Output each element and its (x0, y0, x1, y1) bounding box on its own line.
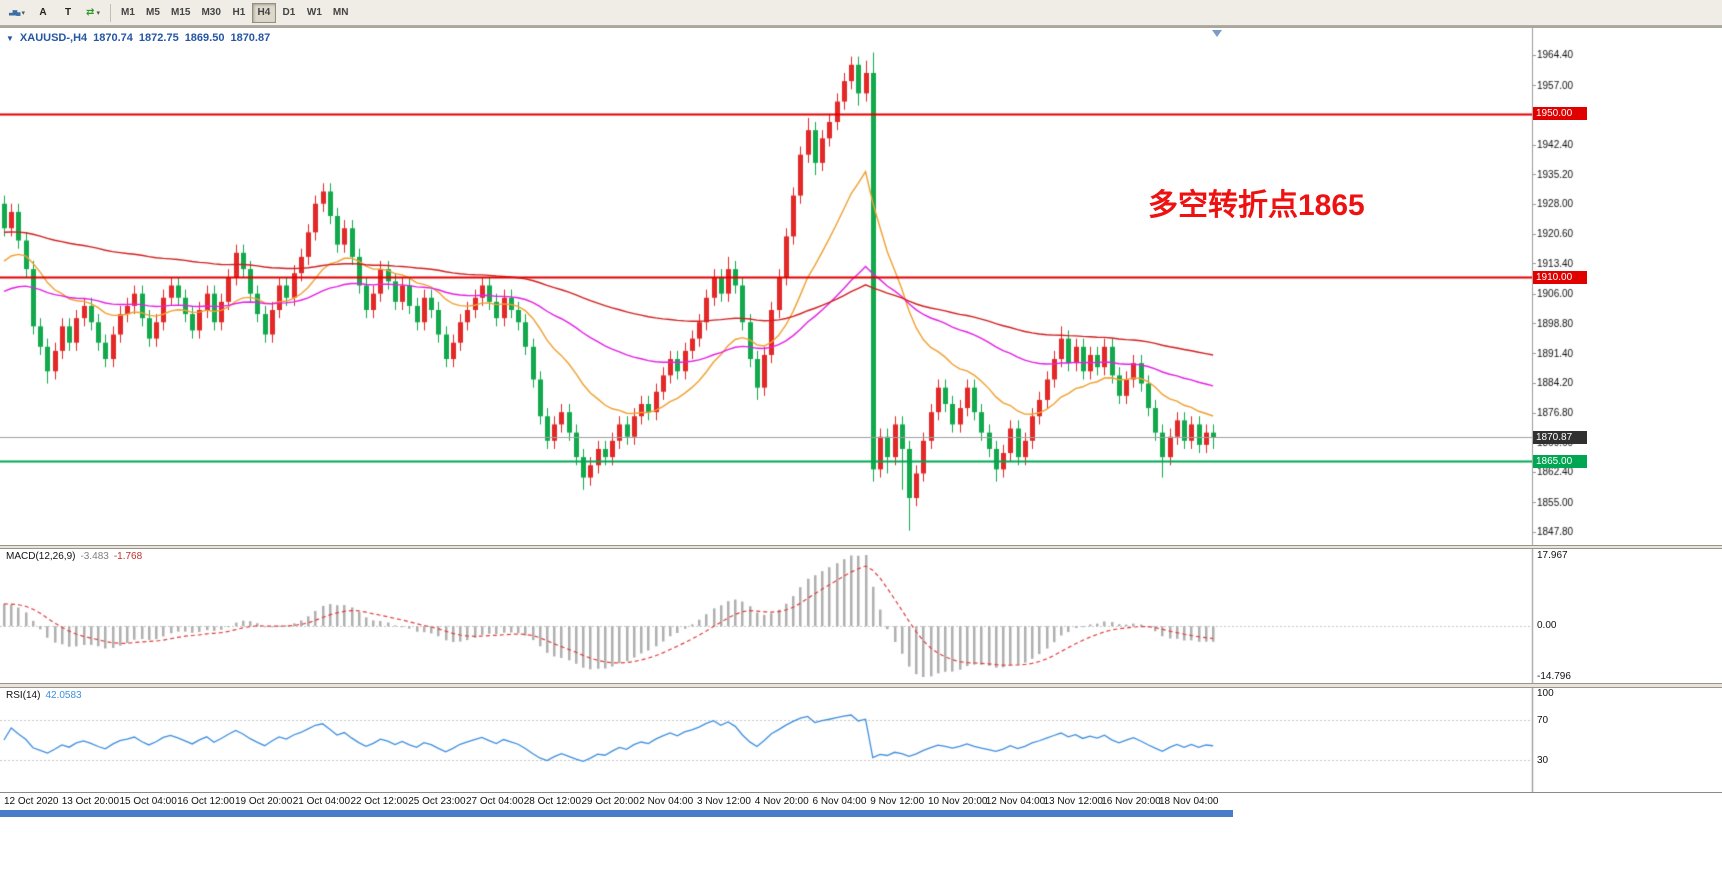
time-label: 6 Nov 04:00 (812, 796, 867, 807)
time-label: 28 Oct 12:00 (523, 796, 582, 807)
time-label: 12 Nov 04:00 (985, 796, 1046, 807)
time-label: 27 Oct 04:00 (466, 796, 524, 807)
rsi-label: RSI(14) 42.0583 (6, 690, 87, 701)
macd-scale-label: -14.796 (1537, 671, 1571, 682)
rsi-scale-label: 70 (1537, 715, 1549, 727)
scrollbar-track (0, 810, 1722, 817)
time-label: 16 Oct 12:00 (177, 796, 235, 807)
window-bottom (0, 817, 1722, 896)
time-label: 3 Nov 12:00 (697, 796, 751, 807)
rsi-value: 42.0583 (45, 690, 82, 701)
cycle-arrows-icon: ⇄ (86, 7, 95, 18)
price-badge-1870.87: 1870.87 (1533, 430, 1587, 444)
macd-main-value: -3.483 (80, 551, 109, 562)
symbol-dropdown-icon[interactable]: ▼ (6, 33, 14, 43)
price-badge-1950.00: 1950.00 (1533, 107, 1587, 121)
price-badge-1910.00: 1910.00 (1533, 270, 1587, 284)
ohlc-close: 1870.87 (230, 32, 271, 44)
time-label: 10 Nov 20:00 (928, 796, 988, 807)
cycle-arrows-button[interactable]: ⇄ ▾ (81, 3, 105, 23)
macd-name: MACD(12,26,9) (6, 551, 76, 562)
rsi-name: RSI(14) (6, 690, 41, 701)
toolbar-icons-group: ▃▆▄ ▾ A T ⇄ ▾ (4, 3, 105, 23)
timeframe-button-d1[interactable]: D1 (282, 7, 296, 18)
symbol-name: XAUUSD-,H4 (19, 32, 88, 44)
label-a-button[interactable]: A (31, 3, 55, 23)
rsi-scale-label: 100 (1537, 688, 1554, 699)
rsi-scale-label: 30 (1537, 754, 1549, 766)
time-label: 2 Nov 04:00 (639, 796, 694, 807)
ohlc-open: 1870.74 (93, 32, 133, 44)
toolbar-separator (110, 3, 111, 22)
chart-annotation: 多空转折点1865 (1148, 189, 1365, 222)
ohlc-low: 1869.50 (184, 32, 225, 44)
horizontal-scrollbar[interactable] (0, 810, 1233, 817)
time-label: 13 Oct 20:00 (61, 796, 120, 807)
macd-scale-label: 0.00 (1537, 620, 1557, 632)
chevron-down-icon: ▾ (96, 9, 100, 17)
timeframe-button-m5[interactable]: M5 (146, 7, 160, 18)
timeframe-button-h4[interactable]: H4 (251, 2, 276, 23)
time-label: 4 Nov 20:00 (754, 796, 809, 807)
time-label: 29 Oct 20:00 (581, 796, 639, 807)
macd-label: MACD(12,26,9) -3.483 -1.768 (6, 551, 147, 562)
chart-window: ▼ XAUUSD-,H4 1870.74 1872.75 1869.50 187… (0, 26, 1722, 896)
price-chart-panel: ▼ XAUUSD-,H4 1870.74 1872.75 1869.50 187… (0, 28, 1722, 545)
ohlc-high: 1872.75 (138, 32, 179, 44)
macd-chart-canvas[interactable] (0, 549, 1722, 683)
price-chart-canvas[interactable] (0, 28, 1722, 545)
time-label: 9 Nov 12:00 (870, 796, 925, 807)
symbol-info: ▼ XAUUSD-,H4 1870.74 1872.75 1869.50 187… (6, 32, 270, 44)
rsi-panel: RSI(14) 42.0583 100 70 30 (0, 688, 1722, 792)
candles-chart-icon: ▃▆▄ (9, 10, 21, 16)
time-label: 21 Oct 04:00 (292, 796, 351, 807)
toolbar: ▃▆▄ ▾ A T ⇄ ▾ M1 M5 M15 M30 H1 H4 D1 W1 MN (0, 0, 1722, 26)
timeframe-button-mn[interactable]: MN (332, 7, 349, 18)
chart-shift-marker[interactable] (1212, 30, 1222, 37)
chevron-down-icon: ▾ (21, 9, 25, 17)
timeframe-button-w1[interactable]: W1 (306, 7, 322, 18)
time-label: 22 Oct 12:00 (350, 796, 408, 807)
timeframe-button-m15[interactable]: M15 (171, 7, 191, 18)
time-axis[interactable]: 12 Oct 2020 13 Oct 20:00 15 Oct 04:00 16 Oc… (0, 792, 1722, 810)
candles-chart-button[interactable]: ▃▆▄ ▾ (4, 3, 30, 23)
macd-signal-value: -1.768 (113, 551, 143, 562)
time-label: 19 Oct 20:00 (235, 796, 293, 807)
time-label: 16 Nov 20:00 (1101, 796, 1161, 807)
rsi-chart-canvas[interactable] (0, 688, 1722, 792)
time-label: 13 Nov 12:00 (1043, 796, 1104, 807)
time-label: 25 Oct 23:00 (408, 796, 466, 807)
time-label: 18 Nov 04:00 (1159, 796, 1219, 807)
label-a-icon: A (39, 7, 47, 18)
price-badge-1865.00: 1865.00 (1533, 454, 1587, 468)
macd-panel: MACD(12,26,9) -3.483 -1.768 17.967 0.00 -14.… (0, 549, 1722, 683)
label-t-icon: T (64, 7, 72, 18)
macd-scale-label: 17.967 (1537, 550, 1568, 561)
time-label: 15 Oct 04:00 (119, 796, 177, 807)
timeframe-button-m1[interactable]: M1 (121, 7, 135, 18)
panel-splitter-macd[interactable] (0, 545, 1722, 549)
timeframe-button-h1[interactable]: H1 (232, 7, 246, 18)
timeframe-button-m30[interactable]: M30 (201, 7, 221, 18)
label-t-button[interactable]: T (56, 3, 80, 23)
panel-splitter-rsi[interactable] (0, 683, 1722, 688)
timeframe-buttons-group: M1 M5 M15 M30 H1 H4 D1 W1 MN (116, 2, 353, 23)
time-label: 12 Oct 2020 (4, 796, 59, 807)
